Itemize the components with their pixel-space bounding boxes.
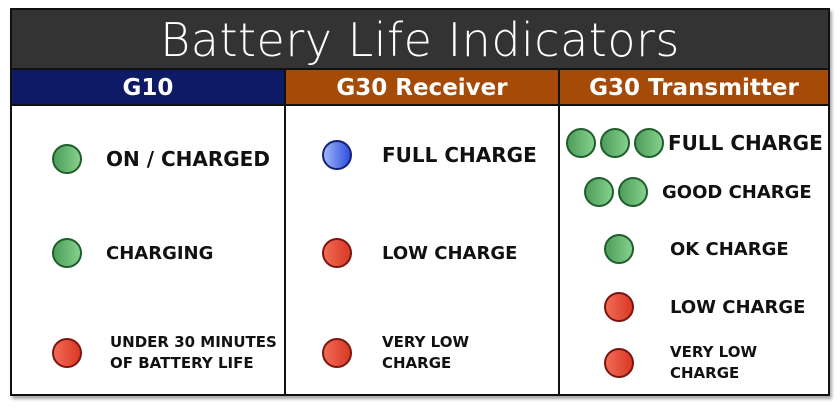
column-g10: ON / CHARGED CHARGING UNDER 30 MINUTES O… <box>12 106 284 394</box>
item-label: FULL CHARGE <box>668 131 823 155</box>
list-item: FULL CHARGE <box>566 128 823 158</box>
red-led-icon <box>322 238 352 268</box>
column-g30-receiver: FULL CHARGE LOW CHARGE VERY LOW CHARGE <box>284 106 558 394</box>
item-label: FULL CHARGE <box>382 143 537 167</box>
header-g30-receiver: G30 Receiver <box>284 70 558 106</box>
item-label: UNDER 30 MINUTES OF BATTERY LIFE <box>110 333 277 372</box>
column-g30-transmitter: FULL CHARGE GOOD CHARGE OK CHARGE LOW CH… <box>558 106 828 394</box>
red-led-icon <box>52 338 82 368</box>
green-led-icon <box>618 177 648 207</box>
green-led-icon <box>600 128 630 158</box>
green-led-icon <box>584 177 614 207</box>
list-item: LOW CHARGE <box>604 292 805 322</box>
item-label: LOW CHARGE <box>670 296 806 318</box>
green-led-icon <box>604 234 634 264</box>
list-item: CHARGING <box>52 238 213 268</box>
header-g10: G10 <box>12 70 284 106</box>
red-led-icon <box>604 292 634 322</box>
green-led-icon <box>52 238 82 268</box>
green-led-icon <box>566 128 596 158</box>
header-g30-transmitter: G30 Transmitter <box>558 70 828 106</box>
item-label: GOOD CHARGE <box>662 181 812 203</box>
list-item: UNDER 30 MINUTES OF BATTERY LIFE <box>52 332 277 374</box>
red-led-icon <box>322 338 352 368</box>
item-label: ON / CHARGED <box>106 147 270 171</box>
blue-led-icon <box>322 140 352 170</box>
list-item: VERY LOW CHARGE <box>322 332 469 374</box>
list-item: FULL CHARGE <box>322 140 537 170</box>
green-led-icon <box>52 144 82 174</box>
item-label: LOW CHARGE <box>382 242 518 264</box>
green-led-icon <box>634 128 664 158</box>
list-item: VERY LOW CHARGE <box>604 342 757 384</box>
list-item: ON / CHARGED <box>52 144 270 174</box>
red-led-icon <box>604 348 634 378</box>
item-label: OK CHARGE <box>670 238 789 260</box>
list-item: OK CHARGE <box>604 234 789 264</box>
list-item: LOW CHARGE <box>322 238 517 268</box>
page-title: Battery Life Indicators <box>12 10 828 70</box>
item-label: CHARGING <box>106 242 214 264</box>
item-label: VERY LOW CHARGE <box>382 333 469 372</box>
list-item: GOOD CHARGE <box>584 177 812 207</box>
item-label: VERY LOW CHARGE <box>670 343 757 382</box>
battery-indicator-table: Battery Life Indicators G10 G30 Receiver… <box>10 8 830 396</box>
